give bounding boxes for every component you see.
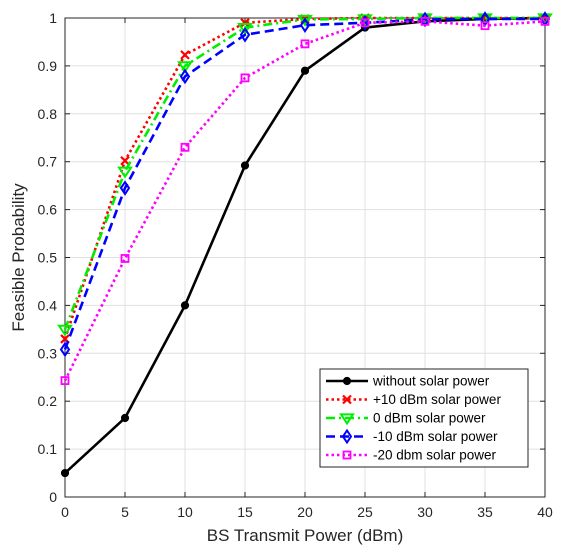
legend-label: -10 dBm solar power (373, 429, 498, 444)
data-point (300, 66, 310, 75)
data-point (120, 254, 130, 263)
x-marker-stroke (240, 18, 250, 28)
data-point (120, 413, 130, 423)
data-point (117, 166, 133, 179)
y-tick-label: 0.1 (38, 441, 58, 457)
legend-item: 0 dBm solar power (326, 411, 486, 426)
data-point (237, 22, 253, 35)
legend: without solar power +10 dBm solar power 0 … (319, 368, 529, 468)
x-tick-label: 30 (417, 504, 433, 520)
data-point (60, 376, 70, 386)
data-point (177, 61, 193, 74)
data-point (120, 155, 130, 166)
data-point (239, 26, 251, 43)
data-point (119, 180, 131, 196)
data-point (297, 14, 313, 27)
x-marker-stroke (60, 334, 70, 344)
data-point (240, 73, 250, 83)
y-axis-label: Feasible Probability (9, 183, 28, 332)
legend-item: -20 dbm solar power (326, 448, 497, 463)
data-point (180, 142, 190, 152)
legend-label: 0 dBm solar power (373, 411, 486, 426)
legend-item: +10 dBm solar power (326, 392, 501, 407)
data-point (180, 301, 190, 310)
data-point (300, 39, 310, 49)
x-tick-label: 20 (297, 504, 313, 520)
series-line (63, 20, 546, 382)
x-tick-label: 10 (177, 504, 193, 520)
x-marker-stroke (342, 394, 352, 405)
data-point (60, 468, 70, 478)
x-tick-label: 40 (537, 504, 553, 520)
legend-label: -20 dbm solar power (373, 448, 497, 463)
legend-item: without solar power (326, 374, 490, 389)
legend-marker (342, 376, 352, 386)
y-tick-label: 0.6 (38, 202, 58, 218)
x-marker-stroke (180, 50, 190, 60)
x-tick-label: 15 (237, 504, 253, 520)
legend-marker (342, 450, 352, 460)
y-tick-label: 1 (49, 10, 57, 26)
x-tick-label: 5 (121, 504, 129, 520)
data-point (360, 18, 370, 28)
legend-label: +10 dBm solar power (373, 392, 501, 407)
series-layer (57, 11, 553, 478)
series-4 (60, 16, 550, 386)
data-point (540, 16, 550, 26)
legend-item: -10 dBm solar power (326, 428, 498, 445)
y-tick-label: 0.5 (38, 250, 58, 266)
data-point (59, 341, 71, 358)
data-point (180, 50, 190, 60)
y-tick-label: 0.9 (38, 58, 58, 74)
y-tick-label: 0.7 (38, 154, 58, 170)
y-tick-label: 0.8 (38, 106, 58, 122)
data-point (179, 68, 191, 85)
data-point (57, 324, 73, 337)
y-tick-label: 0.4 (38, 297, 58, 313)
x-marker-stroke (120, 155, 130, 166)
y-tick-label: 0.2 (38, 393, 58, 409)
data-point (299, 17, 311, 33)
data-point (480, 21, 490, 31)
x-tick-label: 0 (61, 504, 69, 520)
legend-label: without solar power (372, 374, 490, 389)
y-tick-label: 0.3 (38, 345, 58, 361)
legend-marker (341, 428, 353, 445)
y-tick-label: 0 (49, 489, 57, 505)
x-axis-label: BS Transmit Power (dBm) (207, 526, 404, 545)
data-point (420, 16, 430, 26)
data-point (240, 18, 250, 28)
legend-marker (339, 413, 355, 426)
legend-box (319, 368, 529, 468)
x-tick-label: 35 (477, 504, 493, 520)
legend-marker (342, 394, 352, 405)
x-tick-label: 25 (357, 504, 373, 520)
series-line (63, 17, 545, 350)
data-point (240, 161, 250, 170)
